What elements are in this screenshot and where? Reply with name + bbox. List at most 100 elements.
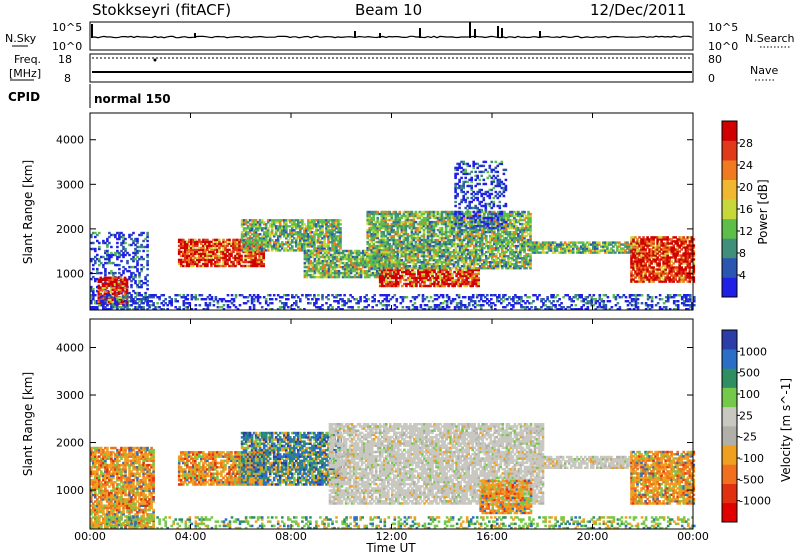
power-echo-cell [329,255,333,259]
power-echo-cell [103,286,107,289]
power-echo-cell [372,246,375,250]
power-echo-cell [430,240,434,244]
power-echo-cell [327,251,331,255]
power-echo-cell [301,239,304,242]
power-echo-cell [321,261,325,265]
power-echo-cell [192,240,195,244]
power-echo-cell [419,272,422,276]
power-echo-cell [278,237,282,240]
power-echo-cell [182,258,185,262]
power-echo-cell [418,236,422,240]
power-echo-cell [144,296,147,299]
power-echo-cell [104,257,107,261]
power-echo-cell [426,214,430,218]
power-echo-cell [132,265,135,269]
power-echo-cell [313,235,316,238]
power-echo-cell [104,271,107,275]
power-echo-cell [190,262,193,266]
power-echo-cell [367,269,371,273]
power-echo-cell [134,257,137,261]
power-echo-cell [236,256,239,260]
power-echo-cell [228,242,231,246]
power-echo-cell [372,265,375,268]
power-echo-cell [258,258,261,262]
power-echo-cell [486,222,490,226]
power-echo-cell [92,306,95,309]
power-echo-cell [186,244,189,248]
power-echo-cell [380,261,383,264]
power-echo-cell [376,232,379,236]
power-echo-cell [224,246,227,250]
power-echo-cell [418,250,422,254]
power-echo-cell [372,230,375,234]
power-echo-cell [382,244,386,248]
power-echo-cell [444,216,448,220]
power-echo-cell [410,248,414,252]
power-echo-cell [446,222,450,226]
power-echo-cell [404,238,408,242]
power-echo-cell [309,219,312,222]
power-echo-cell [408,259,412,262]
power-echo-cell [333,243,336,246]
power-echo-cell [395,276,398,280]
power-echo-cell [374,263,377,266]
power-echo-cell [486,218,490,222]
power-echo-cell [333,237,336,240]
power-echo-cell [216,260,219,264]
power-echo-cell [182,240,185,244]
power-echo-cell [228,248,231,252]
power-echo-cell [400,216,404,220]
power-echo-cell [456,172,459,176]
power-echo-cell [446,257,450,260]
power-echo-cell [366,210,369,214]
power-echo-cell [109,288,113,291]
power-echo-cell [331,259,335,263]
power-echo-cell [337,269,341,273]
power-echo-cell [337,259,341,263]
power-echo-cell [339,261,343,265]
power-echo-cell [99,290,103,293]
power-echo-cell [321,273,325,277]
power-echo-cell [461,278,464,282]
power-echo-cell [395,282,398,286]
power-echo-cell [297,247,300,250]
power-echo-cell [97,294,101,297]
power-echo-cell [293,221,296,224]
power-echo-cell [218,264,221,268]
power-echo-cell [297,245,300,248]
power-echo-cell [337,235,340,238]
power-echo-cell [238,250,241,254]
power-echo-cell [412,216,416,220]
power-echo-cell [451,282,454,286]
power-echo-cell [121,284,125,287]
power-echo-cell [104,267,107,271]
power-echo-cell [410,220,414,224]
power-echo-cell [128,291,131,295]
power-echo-cell [311,265,315,269]
power-echo-cell [461,270,464,274]
power-echo-cell [436,222,440,226]
power-echo-cell [403,270,406,274]
power-echo-cell [128,265,131,269]
power-echo-cell [238,252,241,256]
power-echo-cell [325,225,328,228]
power-echo-cell [327,219,330,222]
power-echo-cell [244,239,248,242]
power-echo-cell [380,263,383,266]
power-echo-cell [254,233,258,236]
power-echo-cell [335,255,339,259]
power-echo-cell [303,253,307,257]
power-echo-cell [202,248,205,252]
nsearch-tick-top: 10^5 [708,21,738,34]
power-echo-cell [422,255,426,258]
power-echo-cell [268,245,272,248]
power-echo-cell [333,245,336,248]
power-echo-cell [382,236,386,240]
power-echo-cell [295,225,298,228]
power-echo-cell [420,255,424,258]
power-echo-cell [118,237,121,241]
power-echo-cell [327,221,330,224]
power-echo-cell [437,274,440,278]
power-echo-cell [395,284,398,288]
power-echo-cell [429,276,432,280]
